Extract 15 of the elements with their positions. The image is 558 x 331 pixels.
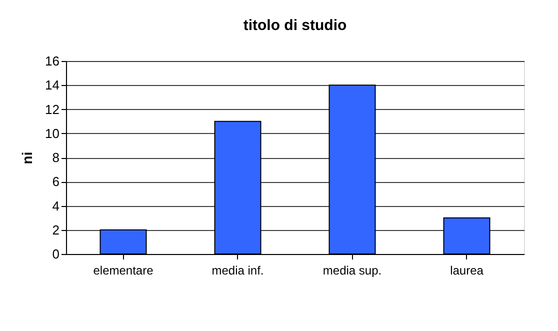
y-tick-label: 8 [52, 150, 60, 165]
y-tick-label: 16 [45, 54, 60, 68]
y-tick-label: 0 [52, 246, 60, 262]
y-tick-label: 2 [52, 222, 60, 238]
y-tick-label: 6 [52, 174, 60, 190]
y-tick-label: 12 [45, 102, 60, 117]
chart-title: titolo di studio [243, 17, 347, 34]
x-tick-label: laurea [450, 264, 484, 278]
y-tick-label: 14 [45, 78, 60, 93]
y-tick-label: 4 [52, 198, 60, 214]
x-tick-label: media inf. [212, 264, 264, 278]
x-tick-label: media sup. [322, 264, 382, 278]
y-axis-title: ni [19, 152, 36, 164]
x-tick-label: elementare [93, 264, 154, 278]
y-tick-label: 10 [45, 126, 60, 141]
